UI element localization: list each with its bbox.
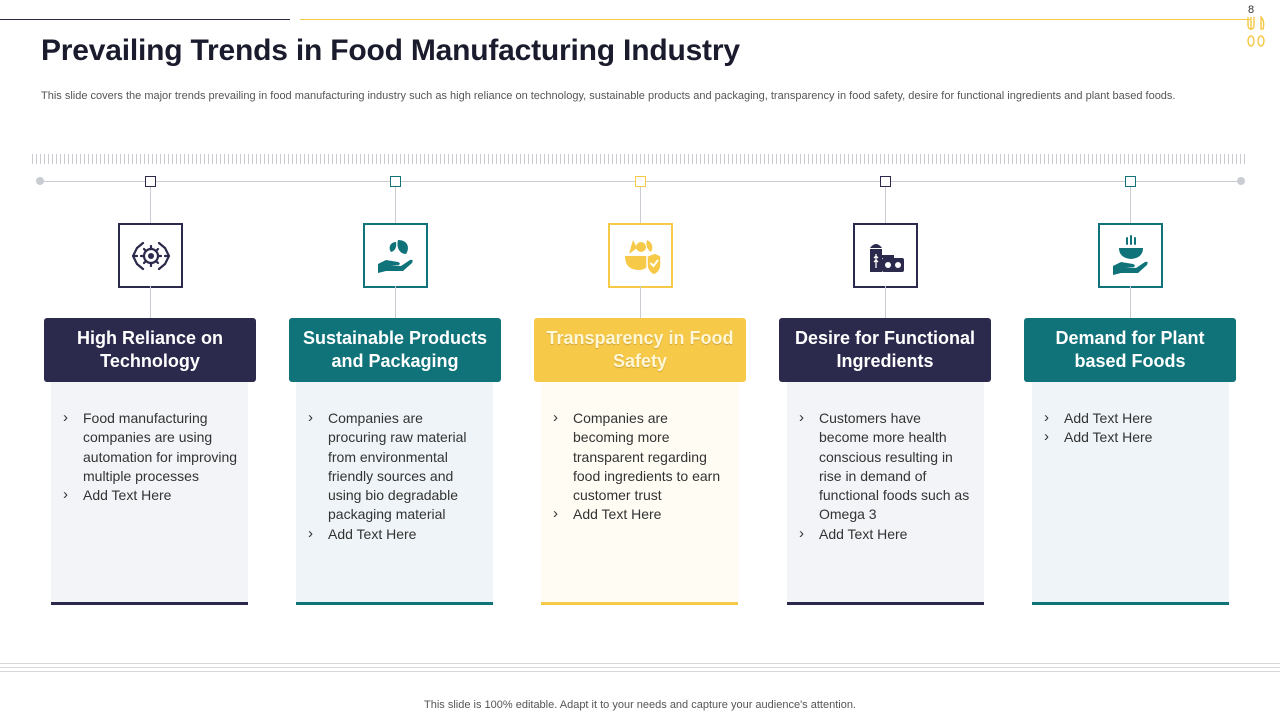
trend-icon-box	[363, 223, 428, 288]
top-divider-gold	[300, 19, 1250, 20]
page-number: 8	[1248, 4, 1255, 16]
list-item: Add Text Here	[1044, 408, 1219, 428]
trend-icon-box	[853, 223, 918, 288]
decorative-stripe	[32, 154, 1246, 164]
list-item: Companies are procuring raw material fro…	[308, 408, 483, 525]
connector-line	[395, 187, 396, 223]
list-item: Customers have become more health consci…	[799, 408, 974, 525]
list-item: Add Text Here	[799, 524, 974, 544]
gear-network-icon	[131, 241, 170, 270]
timeline-node	[390, 176, 401, 187]
connector-line	[885, 187, 886, 223]
connector-line	[395, 286, 396, 318]
trend-heading-1: High Reliance on Technology	[44, 318, 256, 382]
utensils-icon	[1247, 16, 1265, 47]
footer-divider	[0, 663, 1280, 664]
trend-heading-3: Transparency in Food Safety	[534, 318, 746, 382]
connector-line	[1130, 286, 1131, 318]
connector-line	[1130, 187, 1131, 223]
list-item: Food manufacturing companies are using a…	[63, 408, 238, 486]
timeline-node	[880, 176, 891, 187]
trend-heading-2: Sustainable Products and Packaging	[289, 318, 501, 382]
trend-icon-box	[608, 223, 673, 288]
connector-line	[150, 286, 151, 318]
food-shield-icon	[624, 239, 662, 276]
footer-divider	[0, 671, 1280, 672]
grain-silo-icon	[869, 243, 904, 272]
connector-line	[640, 286, 641, 318]
bullet-list: Companies are procuring raw material fro…	[296, 382, 493, 544]
list-item: Companies are becoming more transparent …	[553, 408, 728, 505]
trend-heading-4: Desire for Functional Ingredients	[779, 318, 991, 382]
trend-card-4: Customers have become more health consci…	[787, 382, 984, 605]
trend-card-2: Companies are procuring raw material fro…	[296, 382, 493, 605]
list-item: Add Text Here	[1044, 427, 1219, 447]
trend-icon-box	[1098, 223, 1163, 288]
footer-note: This slide is 100% editable. Adapt it to…	[424, 699, 856, 711]
list-item: Add Text Here	[308, 524, 483, 544]
bullet-list: Food manufacturing companies are using a…	[51, 382, 248, 505]
serving-bowl-icon	[1112, 234, 1148, 275]
page-subtitle: This slide covers the major trends preva…	[41, 90, 1176, 102]
trend-icon-box	[118, 223, 183, 288]
connector-line	[885, 286, 886, 318]
footer-divider	[0, 667, 1280, 668]
trend-card-3: Companies are becoming more transparent …	[541, 382, 738, 605]
bullet-list: Companies are becoming more transparent …	[541, 382, 738, 525]
trend-card-1: Food manufacturing companies are using a…	[51, 382, 248, 605]
top-divider-dark	[0, 19, 290, 20]
timeline-end-dot	[1237, 177, 1245, 185]
trend-heading-5: Demand for Plant based Foods	[1024, 318, 1236, 382]
timeline-node	[145, 176, 156, 187]
list-item: Add Text Here	[553, 504, 728, 524]
timeline-start-dot	[36, 177, 44, 185]
connector-line	[640, 187, 641, 223]
bullet-list: Add Text Here Add Text Here	[1032, 382, 1229, 448]
bullet-list: Customers have become more health consci…	[787, 382, 984, 544]
page-title: Prevailing Trends in Food Manufacturing …	[41, 34, 740, 67]
timeline-node	[635, 176, 646, 187]
timeline-node	[1125, 176, 1136, 187]
connector-line	[150, 187, 151, 223]
hand-leaf-icon	[377, 239, 413, 273]
list-item: Add Text Here	[63, 485, 238, 505]
trend-card-5: Add Text Here Add Text Here	[1032, 382, 1229, 605]
